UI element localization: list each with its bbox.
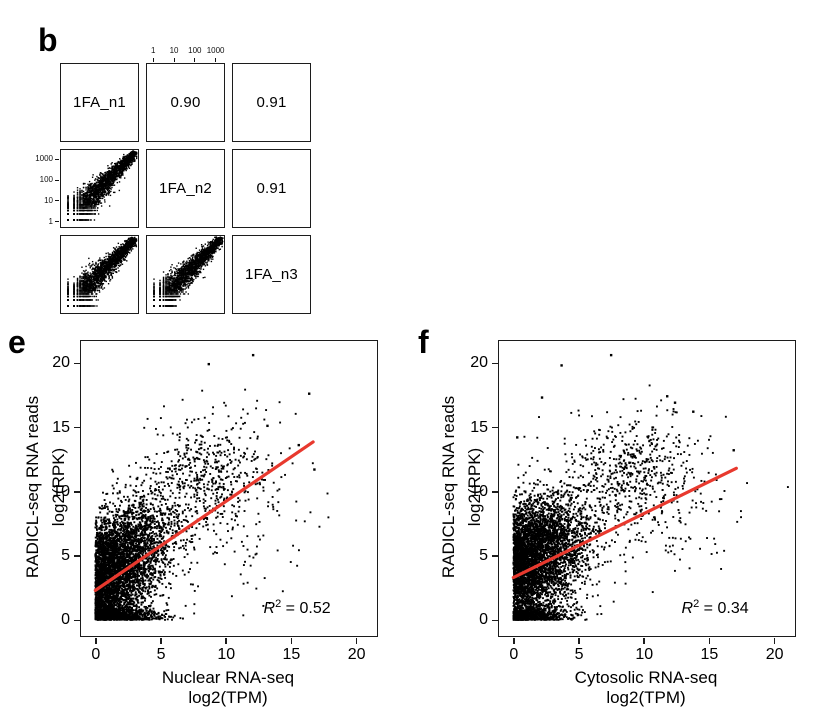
x-tick-label: 5 (574, 646, 584, 663)
correlation-value: 0.91 (256, 180, 287, 197)
top-axis-tick-mark (194, 58, 196, 62)
left-axis-tick-label: 1 (48, 216, 53, 226)
x-tick-label: 15 (282, 646, 301, 663)
y-tick-label: 10 (470, 482, 488, 500)
y-tick-label: 15 (52, 418, 70, 436)
x-tick-label: 5 (156, 646, 166, 663)
matrix-cell-scatter-n3-vs-n1 (60, 235, 139, 314)
r-value: = 0.52 (281, 600, 331, 618)
sample-label: 1FA_n3 (245, 266, 298, 283)
x-tick-mark (708, 638, 711, 644)
left-axis-tick-label: 100 (39, 175, 53, 185)
x-tick-mark (225, 638, 227, 644)
x-axis-title-line1: Nuclear RNA-seq (161, 668, 295, 687)
y-tick-mark (492, 362, 498, 365)
x-tick-label: 20 (347, 646, 366, 663)
y-tick-label: 20 (470, 354, 488, 372)
sample-label: 1FA_n2 (159, 180, 212, 197)
x-axis-title: Nuclear RNA-seq log2(TPM) (80, 668, 376, 708)
x-tick-mark (773, 638, 776, 644)
y-tick-mark (492, 619, 498, 622)
panel-f-cytosolic-scatter: f RADICL-seq RNA reads log2(RPK) R2 = 0.… (410, 322, 815, 720)
matrix-cell-sample-1fa-n1: 1FA_n1 (60, 63, 139, 142)
y-tick-label: 20 (52, 354, 70, 372)
x-tick-label: 10 (217, 646, 236, 663)
pairs-scatter-canvas (61, 236, 138, 313)
y-tick-mark (74, 362, 80, 365)
correlation-value: 0.91 (256, 94, 287, 111)
r-symbol: R (681, 600, 694, 618)
top-axis-tick-mark (152, 58, 154, 62)
x-tick-mark (160, 638, 162, 644)
left-axis-tick-mark (55, 221, 59, 223)
y-tick-mark (74, 491, 80, 493)
plot-area: R2 = 0.52 (80, 340, 378, 637)
left-axis-tick-label: 1000 (35, 154, 53, 164)
matrix-cell-scatter-n2-vs-n1 (60, 149, 139, 228)
matrix-cell-correlation-n1-n2: 0.90 (146, 63, 225, 142)
y-tick-mark (74, 426, 80, 429)
x-tick-label: 20 (765, 646, 784, 663)
x-tick-label: 0 (509, 646, 519, 663)
y-tick-label: 0 (479, 611, 488, 629)
x-tick-mark (355, 638, 358, 644)
x-tick-mark (513, 638, 515, 644)
r-value: = 0.34 (699, 600, 749, 618)
r-exponent: 2 (275, 597, 282, 610)
y-tick-mark (492, 491, 498, 493)
top-axis-tick-label: 10 (169, 46, 179, 55)
x-axis-title-line1: Cytosolic RNA-seq (574, 668, 718, 687)
x-tick-mark (290, 638, 293, 644)
y-tick-mark (492, 555, 498, 557)
pairs-scatter-canvas (61, 150, 138, 227)
panel-letter-b: b (38, 22, 58, 58)
panel-letter-f: f (418, 324, 429, 360)
x-tick-mark (643, 638, 645, 644)
matrix-cell-correlation-n2-n3: 0.91 (232, 149, 311, 228)
y-tick-mark (74, 555, 80, 557)
panel-b-scatter-matrix: b 1FA_n1 0.90 0.91 1FA_n2 0.91 1FA_n3 1 1… (0, 0, 345, 335)
left-axis-tick-label: 10 (44, 195, 53, 205)
r-symbol: R (263, 600, 276, 618)
left-axis-tick-mark (55, 158, 59, 160)
x-tick-label: 15 (700, 646, 719, 663)
x-tick-label: 10 (635, 646, 654, 663)
plot-area: R2 = 0.34 (498, 340, 796, 637)
scatter-canvas (81, 341, 377, 636)
top-axis-tick-label: 100 (188, 46, 202, 55)
left-axis-tick-mark (55, 200, 59, 202)
y-tick-label: 10 (52, 482, 70, 500)
top-axis-tick-label: 1000 (206, 46, 225, 55)
matrix-cell-sample-1fa-n3: 1FA_n3 (232, 235, 311, 314)
r-exponent: 2 (693, 597, 700, 610)
x-tick-mark (95, 638, 97, 644)
top-axis-tick-mark (173, 58, 175, 62)
y-tick-mark (74, 619, 80, 622)
x-axis-title-line2: log2(TPM) (188, 688, 268, 707)
matrix-cell-correlation-n1-n3: 0.91 (232, 63, 311, 142)
scatter-canvas (499, 341, 795, 636)
panel-e-nuclear-scatter: e RADICL-seq RNA reads log2(RPK) R2 = 0.… (0, 322, 408, 720)
y-tick-label: 15 (470, 418, 488, 436)
r-squared-annotation: R2 = 0.52 (264, 598, 331, 618)
y-tick-mark (492, 426, 498, 429)
top-axis-tick-label: 1 (151, 46, 156, 55)
x-axis-title-line2: log2(TPM) (606, 688, 686, 707)
panel-letter-e: e (8, 324, 26, 360)
y-tick-label: 5 (61, 547, 70, 565)
pairs-scatter-canvas (147, 236, 224, 313)
matrix-cell-sample-1fa-n2: 1FA_n2 (146, 149, 225, 228)
y-tick-label: 5 (479, 547, 488, 565)
matrix-cell-scatter-n3-vs-n2 (146, 235, 225, 314)
x-axis-title: Cytosolic RNA-seq log2(TPM) (498, 668, 794, 708)
correlation-value: 0.90 (170, 94, 201, 111)
x-tick-label: 0 (91, 646, 101, 663)
sample-label: 1FA_n1 (73, 94, 126, 111)
top-axis-tick-mark (215, 58, 217, 62)
r-squared-annotation: R2 = 0.34 (682, 598, 749, 618)
y-tick-label: 0 (61, 611, 70, 629)
x-tick-mark (578, 638, 580, 644)
left-axis-tick-mark (55, 179, 59, 181)
